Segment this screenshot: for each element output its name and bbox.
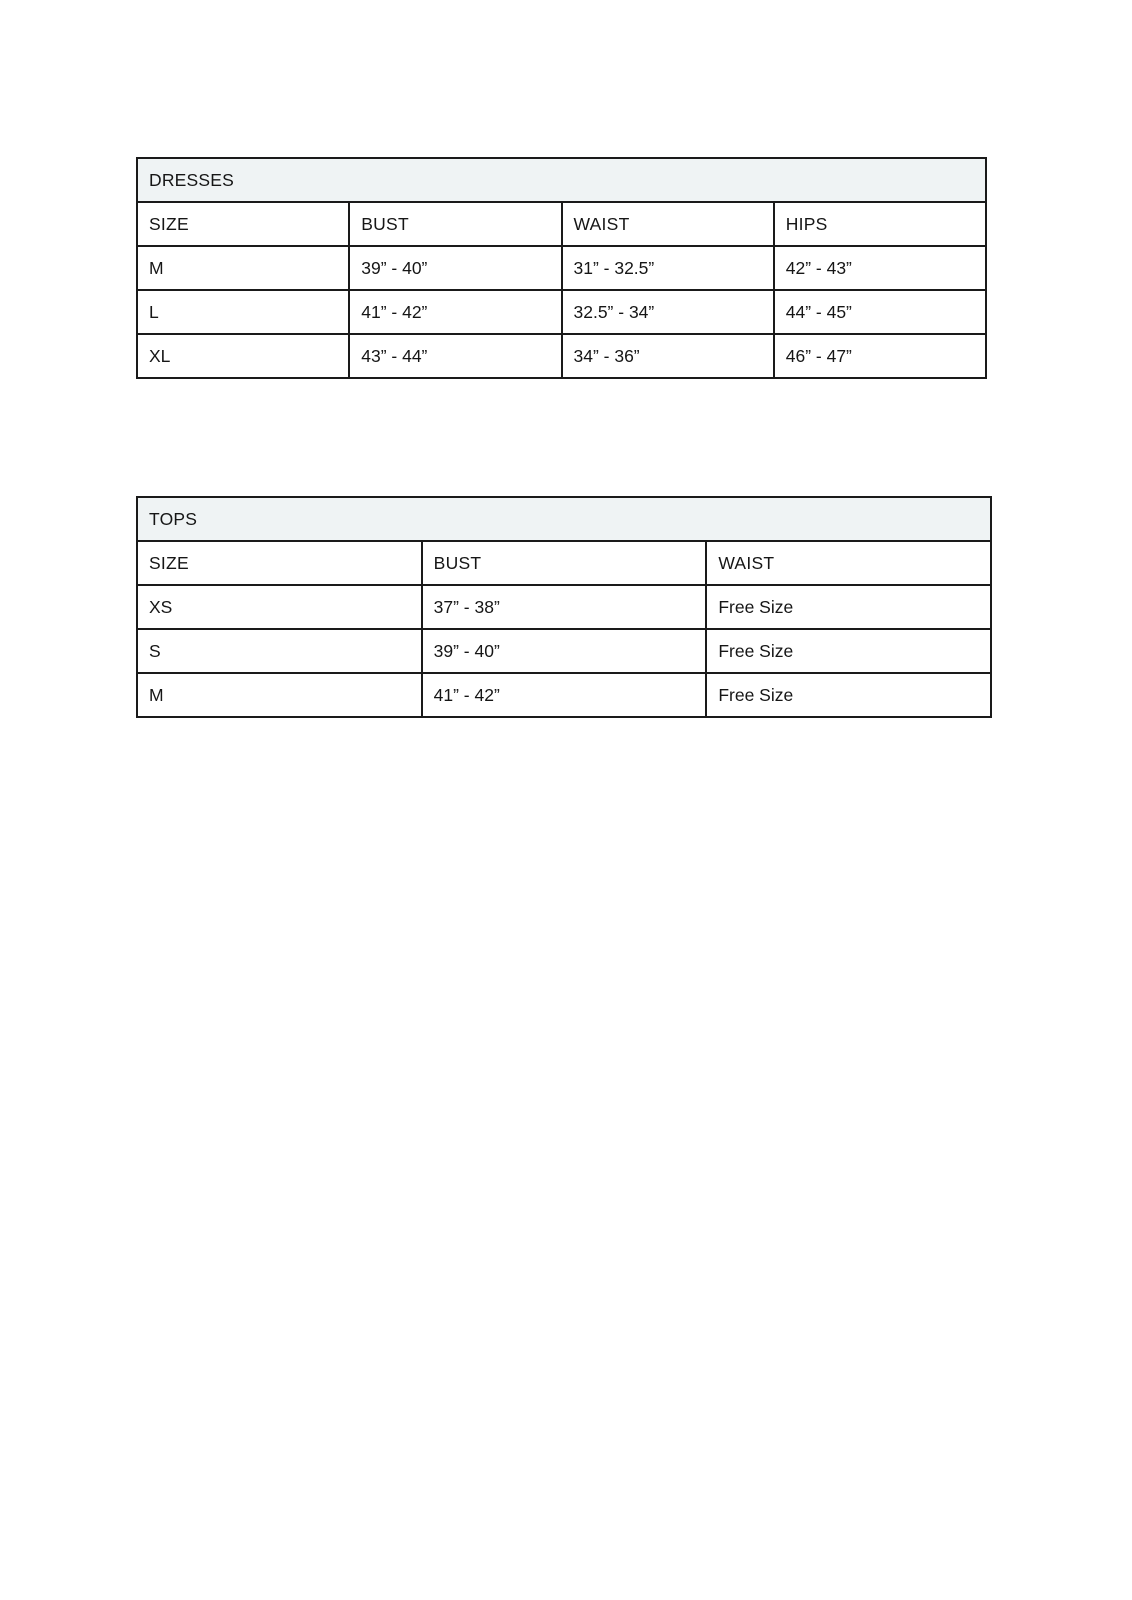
cell-bust: 39” - 40” [420, 628, 708, 674]
dresses-size-table: DRESSES SIZE BUST WAIST HIPS M 39” - 40”… [135, 157, 988, 379]
column-header-waist: WAIST [560, 201, 775, 247]
cell-size: XS [136, 584, 423, 630]
cell-hips: 46” - 47” [772, 333, 988, 379]
cell-size: M [135, 245, 351, 291]
cell-waist: Free Size [705, 672, 992, 718]
cell-size: L [135, 289, 351, 335]
table-row: M 39” - 40” 31” - 32.5” 42” - 43” [135, 245, 988, 291]
cell-waist: 32.5” - 34” [560, 289, 775, 335]
cell-waist: 34” - 36” [560, 333, 775, 379]
cell-waist: Free Size [705, 584, 992, 630]
table-row: L 41” - 42” 32.5” - 34” 44” - 45” [135, 289, 988, 335]
table-row: S 39” - 40” Free Size [136, 628, 992, 674]
cell-waist: Free Size [705, 628, 992, 674]
tops-table-title: TOPS [136, 496, 992, 542]
table-row: XL 43” - 44” 34” - 36” 46” - 47” [135, 333, 988, 379]
table-header-row: SIZE BUST WAIST HIPS [135, 201, 988, 247]
cell-bust: 39” - 40” [348, 245, 563, 291]
column-header-bust: BUST [348, 201, 563, 247]
cell-hips: 42” - 43” [772, 245, 988, 291]
column-header-bust: BUST [420, 540, 708, 586]
column-header-size: SIZE [135, 201, 351, 247]
cell-bust: 37” - 38” [420, 584, 708, 630]
cell-waist: 31” - 32.5” [560, 245, 775, 291]
cell-bust: 43” - 44” [348, 333, 563, 379]
table-header-row: SIZE BUST WAIST [136, 540, 992, 586]
cell-size: S [136, 628, 423, 674]
cell-bust: 41” - 42” [348, 289, 563, 335]
table-title-row: TOPS [136, 496, 992, 542]
column-header-size: SIZE [136, 540, 423, 586]
cell-size: M [136, 672, 423, 718]
cell-bust: 41” - 42” [420, 672, 708, 718]
cell-hips: 44” - 45” [772, 289, 988, 335]
tops-size-table: TOPS SIZE BUST WAIST XS 37” - 38” Free S… [136, 496, 992, 718]
column-header-hips: HIPS [772, 201, 988, 247]
table-title-row: DRESSES [136, 157, 987, 203]
table-row: M 41” - 42” Free Size [136, 672, 992, 718]
column-header-waist: WAIST [705, 540, 992, 586]
cell-size: XL [135, 333, 351, 379]
table-row: XS 37” - 38” Free Size [136, 584, 992, 630]
dresses-table-title: DRESSES [136, 157, 987, 203]
